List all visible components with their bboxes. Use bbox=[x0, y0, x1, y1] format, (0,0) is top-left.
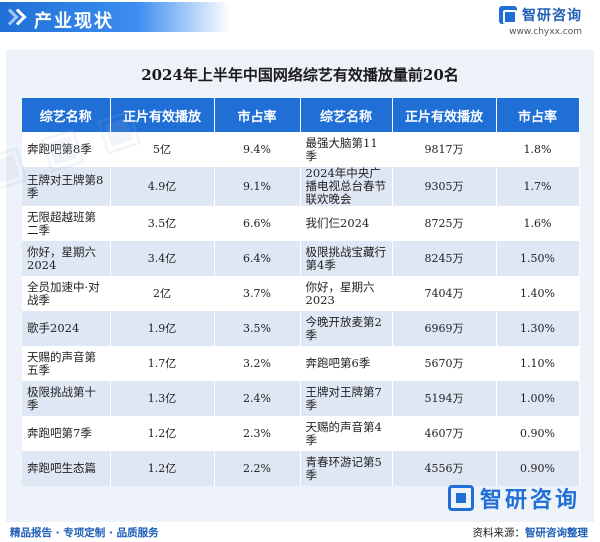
show-name-cell: 天赐的声音第五季 bbox=[22, 346, 111, 381]
footer-slogan: 精品报告 · 专项定制 · 品质服务 bbox=[10, 527, 159, 539]
play-count-cell: 1.2亿 bbox=[110, 451, 215, 486]
share-cell: 1.30% bbox=[496, 311, 580, 346]
table-row: 王牌对王牌第8季 4.9亿 9.1% 2024年中央广播电视总台春节联欢晚会 9305万… bbox=[22, 167, 580, 206]
chart-title: 2024年上半年中国网络综艺有效播放量前20名 bbox=[141, 66, 459, 84]
play-count-cell: 6969万 bbox=[392, 311, 497, 346]
source-name: 智研咨询整理 bbox=[525, 527, 588, 539]
play-count-cell: 4607万 bbox=[392, 416, 497, 451]
table-row: 极限挑战第十季 1.3亿 2.4% 王牌对王牌第7季 5194万 1.00% bbox=[22, 381, 580, 416]
show-name-cell: 奔跑吧生态篇 bbox=[22, 451, 111, 486]
share-cell: 0.90% bbox=[496, 416, 580, 451]
show-name-cell: 你好，星期六2024 bbox=[22, 241, 111, 276]
table-row: 无限超越班第二季 3.5亿 6.6% 我们仨2024 8725万 1.6% bbox=[22, 206, 580, 241]
share-cell: 1.00% bbox=[496, 381, 580, 416]
play-count-cell: 1.9亿 bbox=[110, 311, 215, 346]
brand-name: 智研咨询 bbox=[522, 8, 582, 24]
share-cell: 1.40% bbox=[496, 276, 580, 311]
brand-logo-icon bbox=[499, 6, 517, 24]
show-name-cell: 今晚开放麦第2季 bbox=[300, 311, 393, 346]
share-cell: 1.8% bbox=[496, 132, 580, 167]
share-cell: 9.1% bbox=[214, 167, 301, 206]
play-count-cell: 4.9亿 bbox=[110, 167, 215, 206]
play-count-cell: 1.7亿 bbox=[110, 346, 215, 381]
share-cell: 1.50% bbox=[496, 241, 580, 276]
header-cell: 正片有效播放 bbox=[110, 98, 215, 132]
header-cell: 正片有效播放 bbox=[392, 98, 497, 132]
show-name-cell: 2024年中央广播电视总台春节联欢晚会 bbox=[300, 167, 393, 206]
ranking-table: 综艺名称 正片有效播放 市占率 综艺名称 正片有效播放 市占率 奔跑吧第8季 5亿… bbox=[22, 98, 580, 486]
show-name-cell: 奔跑吧第8季 bbox=[22, 132, 111, 167]
header-cell: 综艺名称 bbox=[22, 98, 111, 132]
source-label: 资料来源： bbox=[472, 527, 526, 539]
share-cell: 1.7% bbox=[496, 167, 580, 206]
table-row: 奔跑吧第7季 1.2亿 2.3% 天赐的声音第4季 4607万 0.90% bbox=[22, 416, 580, 451]
share-cell: 3.5% bbox=[214, 311, 301, 346]
play-count-cell: 4556万 bbox=[392, 451, 497, 486]
play-count-cell: 5194万 bbox=[392, 381, 497, 416]
share-cell: 0.90% bbox=[496, 451, 580, 486]
show-name-cell: 全员加速中·对战季 bbox=[22, 276, 111, 311]
show-name-cell: 奔跑吧第6季 bbox=[300, 346, 393, 381]
share-cell: 3.2% bbox=[214, 346, 301, 381]
header: 产业现状 智研咨询 www.chyxx.com bbox=[0, 0, 600, 44]
share-cell: 6.4% bbox=[214, 241, 301, 276]
section-title: 产业现状 bbox=[34, 11, 114, 32]
show-name-cell: 奔跑吧第7季 bbox=[22, 416, 111, 451]
show-name-cell: 极限挑战宝藏行第4季 bbox=[300, 241, 393, 276]
share-cell: 9.4% bbox=[214, 132, 301, 167]
share-cell: 2.3% bbox=[214, 416, 301, 451]
show-name-cell: 无限超越班第二季 bbox=[22, 206, 111, 241]
footer-brand-name: 智研咨询 bbox=[479, 488, 580, 513]
table-row: 奔跑吧第8季 5亿 9.4% 最强大脑第11季 9817万 1.8% bbox=[22, 132, 580, 167]
footer-brand: 智研咨询 bbox=[447, 482, 580, 514]
play-count-cell: 1.2亿 bbox=[110, 416, 215, 451]
brand: 智研咨询 bbox=[499, 5, 582, 25]
show-name-cell: 歌手2024 bbox=[22, 311, 111, 346]
share-cell: 2.4% bbox=[214, 381, 301, 416]
play-count-cell: 8245万 bbox=[392, 241, 497, 276]
play-count-cell: 1.3亿 bbox=[110, 381, 215, 416]
play-count-cell: 9305万 bbox=[392, 167, 497, 206]
play-count-cell: 2亿 bbox=[110, 276, 215, 311]
header-cell: 市占率 bbox=[496, 98, 580, 132]
brand-url: www.chyxx.com bbox=[509, 27, 582, 37]
header-cell: 市占率 bbox=[214, 98, 301, 132]
show-name-cell: 极限挑战第十季 bbox=[22, 381, 111, 416]
table-card: 2024年上半年中国网络综艺有效播放量前20名 综艺名称 正片有效播放 市占率 … bbox=[6, 50, 594, 522]
brand-logo-icon bbox=[447, 485, 474, 511]
play-count-cell: 5670万 bbox=[392, 346, 497, 381]
table-row: 天赐的声音第五季 1.7亿 3.2% 奔跑吧第6季 5670万 1.10% bbox=[22, 346, 580, 381]
table-row: 你好，星期六2024 3.4亿 6.4% 极限挑战宝藏行第4季 8245万 1.50% bbox=[22, 241, 580, 276]
section-title-bar: 产业现状 bbox=[0, 2, 230, 32]
show-name-cell: 王牌对王牌第8季 bbox=[22, 167, 111, 206]
play-count-cell: 3.5亿 bbox=[110, 206, 215, 241]
show-name-cell: 我们仨2024 bbox=[300, 206, 393, 241]
table-row: 歌手2024 1.9亿 3.5% 今晚开放麦第2季 6969万 1.30% bbox=[22, 311, 580, 346]
play-count-cell: 8725万 bbox=[392, 206, 497, 241]
table-row: 全员加速中·对战季 2亿 3.7% 你好，星期六2023 7404万 1.40% bbox=[22, 276, 580, 311]
table-row: 奔跑吧生态篇 1.2亿 2.2% 青春环游记第5季 4556万 0.90% bbox=[22, 451, 580, 486]
footer: 精品报告 · 专项定制 · 品质服务 资料来源：智研咨询整理 bbox=[0, 522, 600, 542]
play-count-cell: 7404万 bbox=[392, 276, 497, 311]
share-cell: 1.10% bbox=[496, 346, 580, 381]
share-cell: 3.7% bbox=[214, 276, 301, 311]
show-name-cell: 最强大脑第11季 bbox=[300, 132, 393, 167]
play-count-cell: 5亿 bbox=[110, 132, 215, 167]
show-name-cell: 你好，星期六2023 bbox=[300, 276, 393, 311]
show-name-cell: 青春环游记第5季 bbox=[300, 451, 393, 486]
play-count-cell: 3.4亿 bbox=[110, 241, 215, 276]
share-cell: 2.2% bbox=[214, 451, 301, 486]
header-cell: 综艺名称 bbox=[300, 98, 393, 132]
show-name-cell: 天赐的声音第4季 bbox=[300, 416, 393, 451]
share-cell: 6.6% bbox=[214, 206, 301, 241]
show-name-cell: 王牌对王牌第7季 bbox=[300, 381, 393, 416]
play-count-cell: 9817万 bbox=[392, 132, 497, 167]
table-header-row: 综艺名称 正片有效播放 市占率 综艺名称 正片有效播放 市占率 bbox=[22, 98, 580, 132]
share-cell: 1.6% bbox=[496, 206, 580, 241]
source-note: 资料来源：智研咨询整理 bbox=[473, 525, 589, 540]
